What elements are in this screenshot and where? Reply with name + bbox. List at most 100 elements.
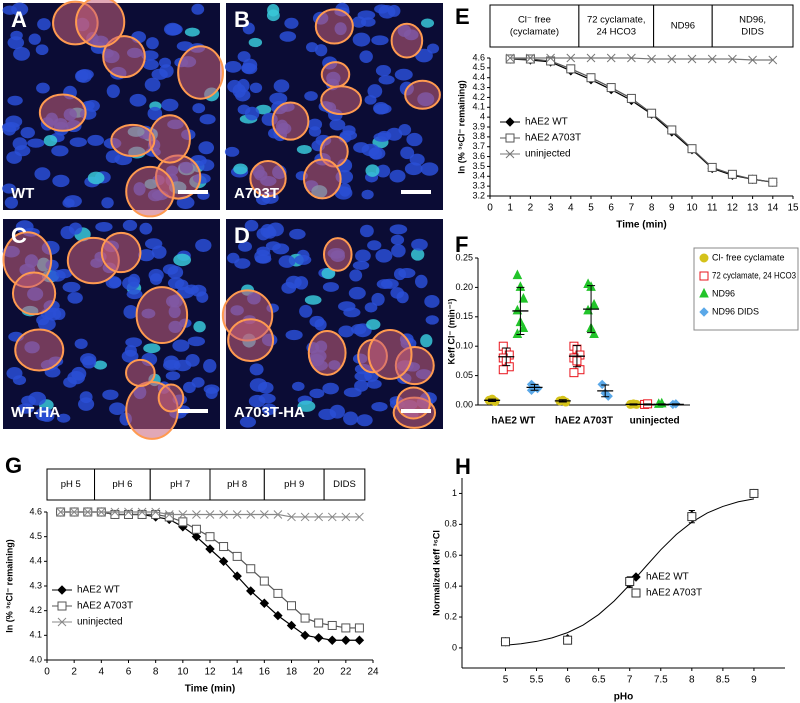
cell-nucleus [185, 354, 200, 367]
data-point [300, 630, 310, 641]
legend-label: uninjected [77, 617, 123, 628]
y-tick-label: 0.00 [455, 399, 473, 409]
cell-nucleus [378, 75, 395, 85]
cell-nucleus [241, 62, 256, 74]
cell-nucleus [238, 241, 252, 252]
data-point [748, 174, 758, 184]
cell-nucleus [172, 339, 190, 352]
x-tick-label: 8 [153, 667, 159, 678]
image-label: WT [11, 185, 34, 202]
cell-nucleus [267, 4, 280, 17]
y-tick-label: 3.5 [472, 161, 485, 171]
x-tick-label: 10 [686, 203, 698, 214]
data-point [569, 368, 579, 378]
cell-nucleus [249, 82, 263, 93]
data-point [205, 532, 215, 542]
expressing-cell [38, 93, 87, 132]
cell-nucleus [147, 106, 163, 121]
legend-label: Cl- free cyclamate [712, 252, 785, 262]
x-tick-label: 15 [787, 203, 799, 214]
cell-nucleus [398, 268, 416, 279]
x-tick-label: 13 [747, 203, 759, 214]
cell-nucleus [7, 95, 23, 106]
cell-nucleus [411, 238, 428, 251]
expressing-cell [367, 329, 413, 380]
cell-nucleus [409, 153, 425, 166]
cell-nucleus [396, 291, 409, 304]
expressing-cell [322, 237, 353, 272]
y-tick-label: 4.3 [29, 580, 42, 590]
cell-nucleus [375, 64, 392, 77]
phase-label: pH 6 [112, 479, 132, 490]
x-tick-label: 20 [313, 667, 325, 678]
cell-nucleus [13, 46, 30, 61]
data-point [151, 509, 161, 519]
x-tick-label: 22 [340, 667, 352, 678]
cell-nucleus [105, 150, 120, 164]
data-point [124, 509, 133, 519]
data-point [259, 598, 270, 608]
data-point [768, 55, 778, 65]
cell-nucleus [198, 159, 215, 172]
cell-nucleus [121, 349, 139, 363]
phase-label: (cyclamate) [510, 27, 559, 38]
error-bar [671, 403, 680, 406]
y-tick-label: 4 [480, 112, 485, 122]
data-point [687, 512, 697, 522]
error-bar [502, 347, 511, 367]
panel-letter: G [5, 453, 22, 478]
x-tick-label: hAE2 WT [491, 416, 535, 427]
cell-nucleus [62, 281, 81, 293]
legend-label: ND96 [712, 288, 735, 298]
x-tick-label: 4 [568, 203, 574, 214]
y-tick-label: 3.8 [472, 131, 485, 141]
cell-nucleus [87, 171, 105, 185]
data-point [647, 108, 657, 118]
x-tick-label: uninjected [630, 416, 680, 427]
cell-nucleus [343, 387, 362, 398]
y-tick-label: 4.4 [29, 556, 42, 566]
cell-nucleus [106, 84, 120, 98]
cell-nucleus [37, 18, 51, 31]
phase-box [94, 468, 151, 501]
data-point [341, 512, 351, 522]
data-point [137, 507, 147, 517]
cell-nucleus [27, 138, 45, 148]
data-point [178, 510, 188, 519]
cell-nucleus [425, 315, 439, 325]
phase-label: 72 cyclamate, [587, 15, 646, 26]
cell-nucleus [391, 244, 406, 258]
phase-box [711, 4, 794, 48]
y-axis-label: ln (% ³⁶Cl⁻ remaining) [456, 80, 466, 173]
cell-nucleus [360, 17, 376, 27]
y-tick-label: 4.1 [472, 102, 485, 112]
data-point [83, 507, 93, 517]
data-point [96, 507, 106, 517]
phase-label: 24 HCO3 [596, 27, 636, 38]
legend-label: uninjected [525, 149, 571, 160]
data-point [563, 635, 573, 645]
legend-marker [699, 307, 709, 317]
cell-nucleus [109, 402, 126, 416]
phase-label: pH 7 [170, 479, 190, 490]
data-point [314, 618, 324, 628]
y-tick-label: 4.3 [472, 82, 485, 92]
phase-box [263, 468, 325, 501]
cell-nucleus [249, 378, 268, 392]
panel-letter: E [455, 4, 470, 29]
data-point [512, 304, 523, 315]
x-tick-label: 5.5 [530, 675, 544, 686]
data-point [589, 328, 599, 338]
cell-nucleus [125, 337, 143, 348]
expressing-cell [227, 318, 275, 362]
cell-nucleus [20, 127, 35, 139]
cell-nucleus [143, 343, 161, 354]
cell-nucleus [2, 183, 16, 194]
expressing-cell [314, 8, 354, 45]
cell-nucleus [173, 253, 192, 267]
data-point [667, 125, 677, 135]
cell-nucleus [161, 98, 179, 112]
cell-nucleus [57, 413, 71, 423]
cell-nucleus [144, 77, 161, 92]
data-point [246, 510, 256, 519]
